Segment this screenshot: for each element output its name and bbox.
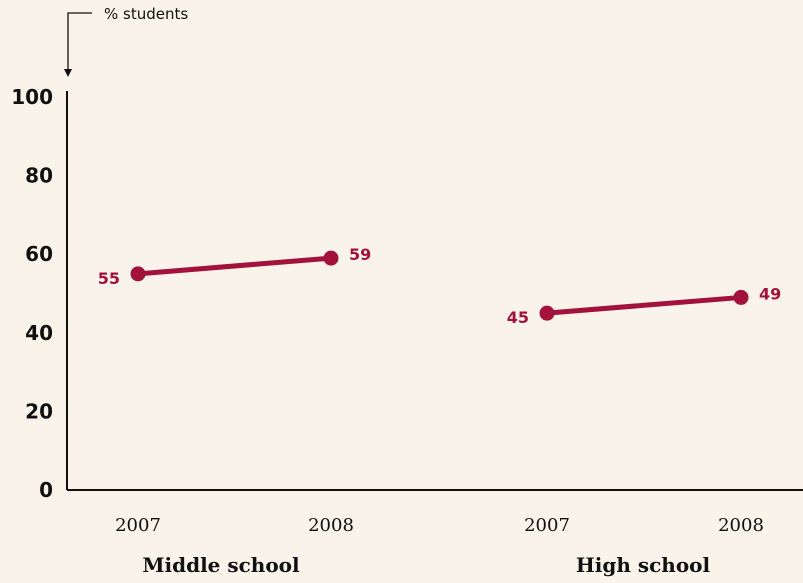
unit-label: % students <box>104 5 188 23</box>
unit-arrow-line <box>67 12 92 70</box>
y-tick-label-0: 0 <box>39 478 53 502</box>
x-tick-label-middle-school-2007: 2007 <box>115 515 161 536</box>
unit-annotation: % students <box>64 5 188 77</box>
x-tick-label-high-school-2007: 2007 <box>524 515 570 536</box>
y-axis-ticks: 0 20 40 60 80 100 <box>11 85 53 502</box>
data-point-high-school-2007 <box>539 305 555 321</box>
y-tick-label-100: 100 <box>11 85 53 109</box>
y-tick-label-40: 40 <box>25 321 53 345</box>
data-label-middle-school-2008: 59 <box>349 245 371 264</box>
group-label-high-school: High school <box>576 553 711 577</box>
x-axis-ticks: 2007 2008 Middle school 2007 2008 High school <box>115 515 764 577</box>
data-label-high-school-2007: 45 <box>507 308 529 327</box>
series-line-middle-school <box>135 255 334 277</box>
data-label-middle-school-2007: 55 <box>98 269 120 288</box>
x-tick-label-middle-school-2008: 2008 <box>308 515 354 536</box>
data-point-high-school-2008 <box>733 289 749 305</box>
y-tick-label-80: 80 <box>25 164 53 188</box>
unit-arrow-head <box>64 69 72 77</box>
data-point-middle-school-2007 <box>130 266 146 282</box>
y-tick-label-60: 60 <box>25 242 53 266</box>
data-point-middle-school-2008 <box>323 250 339 266</box>
data-label-high-school-2008: 49 <box>759 284 781 303</box>
y-tick-label-20: 20 <box>25 399 53 423</box>
series-line-high-school <box>544 294 744 316</box>
group-label-middle-school: Middle school <box>142 553 300 577</box>
series-layer: 55 59 45 49 <box>98 245 782 327</box>
x-tick-label-high-school-2008: 2008 <box>718 515 764 536</box>
